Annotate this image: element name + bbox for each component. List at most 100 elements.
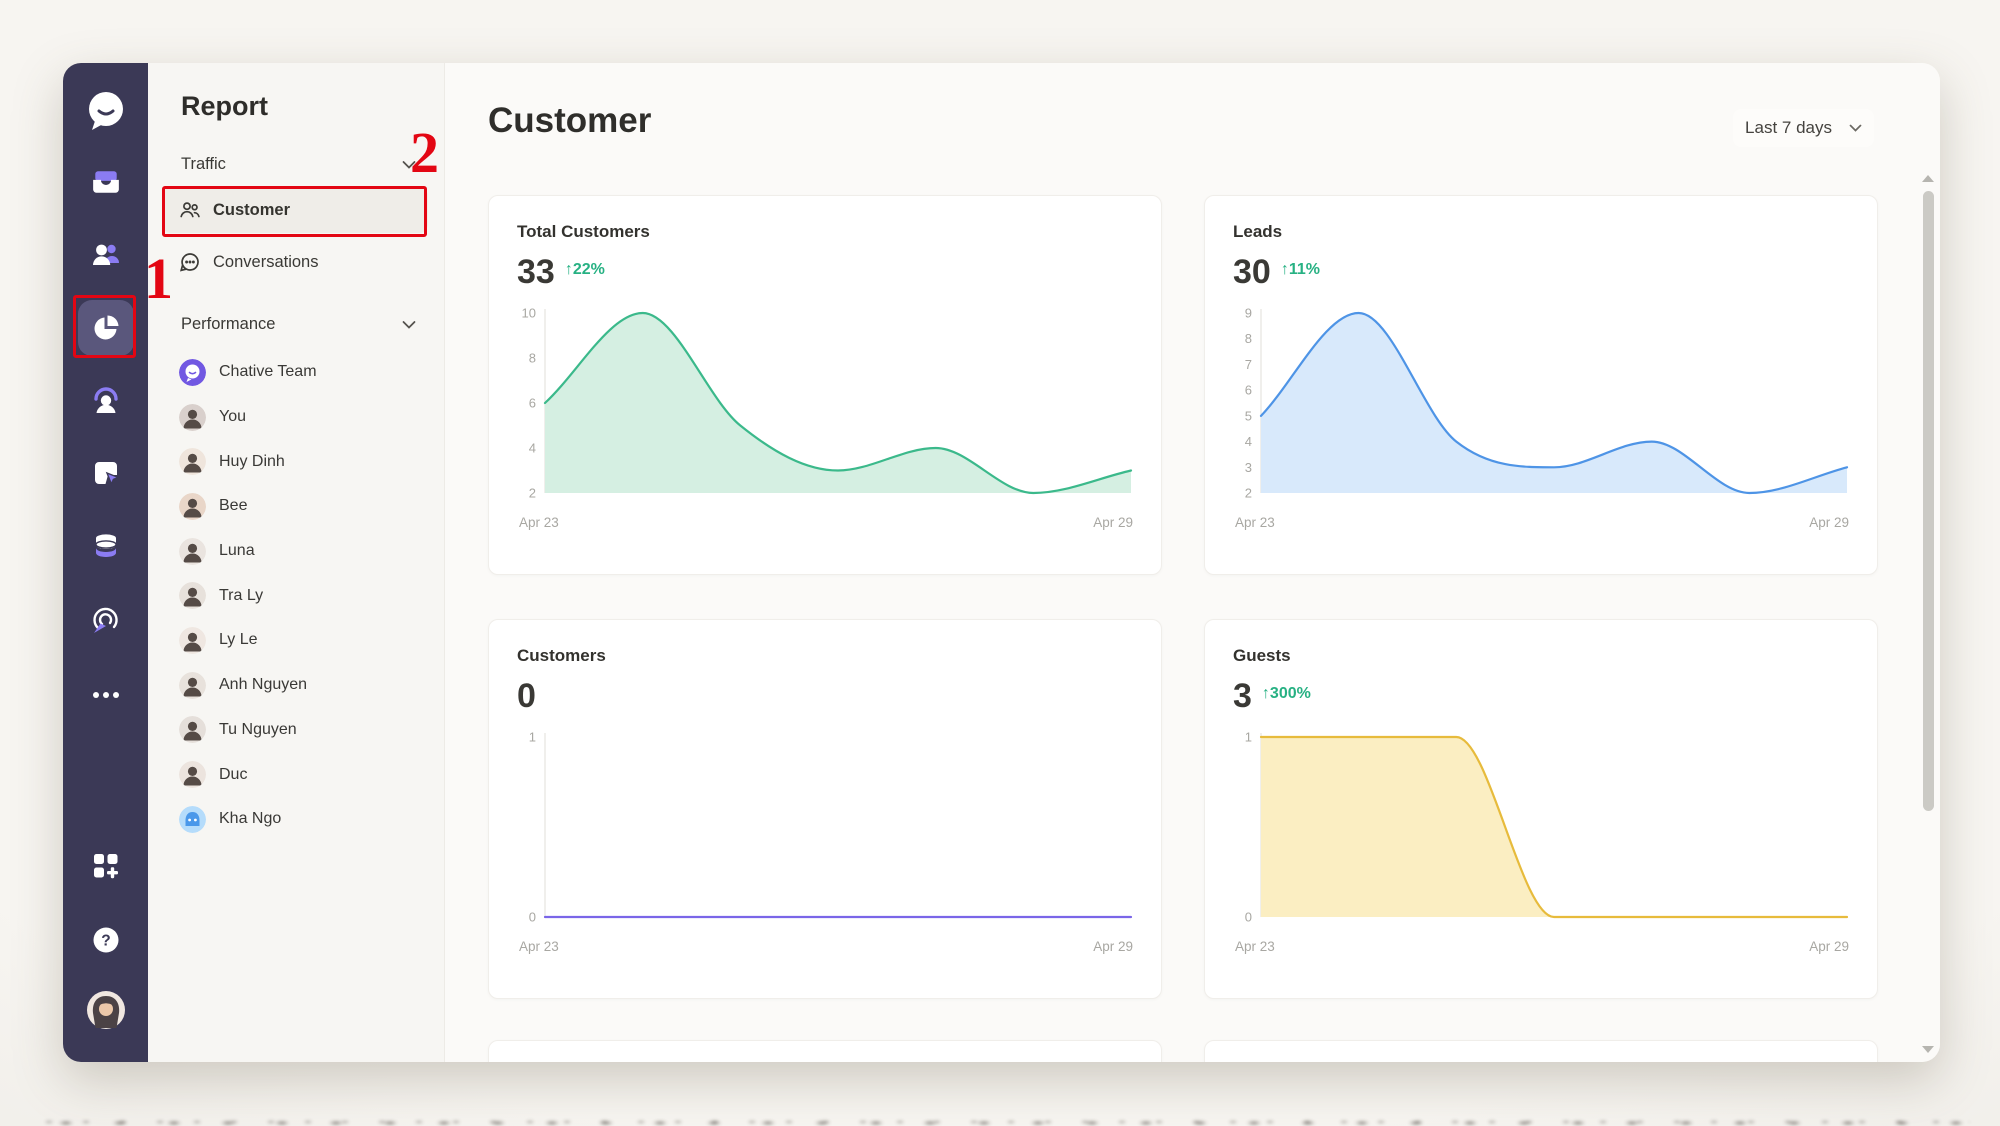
- y-axis-tick: 7: [1245, 357, 1252, 372]
- avatar: [179, 716, 206, 744]
- data-cylinder-icon[interactable]: [91, 531, 121, 561]
- member-item[interactable]: Anh Nguyen: [162, 663, 428, 708]
- member-item[interactable]: Luna: [162, 529, 428, 574]
- nav-item-label: Customer: [213, 200, 291, 219]
- member-name: Kha Ngo: [219, 810, 282, 828]
- section-performance-label: Performance: [181, 315, 276, 333]
- y-axis-tick: 4: [529, 441, 536, 456]
- member-name: Chative Team: [219, 363, 317, 381]
- reports-pie-icon[interactable]: [91, 313, 121, 343]
- x-axis-label-start: Apr 23: [1235, 939, 1275, 954]
- member-item[interactable]: Duc: [162, 752, 428, 797]
- profile-avatar[interactable]: [86, 990, 126, 1030]
- more-dots-icon[interactable]: [92, 691, 120, 699]
- area-chart-guests: 0 1 Apr 23 Apr 29: [1233, 725, 1849, 967]
- member-item[interactable]: Tu Nguyen: [162, 708, 428, 753]
- avatar: [179, 537, 206, 565]
- active-nav-tile: [77, 300, 134, 356]
- report-panel: Report Traffic Customer Conversations Pe…: [148, 63, 445, 1062]
- y-axis-tick: 6: [529, 396, 536, 411]
- chart-area: [545, 313, 1131, 493]
- member-name: Luna: [219, 542, 255, 560]
- section-traffic[interactable]: Traffic: [181, 155, 416, 174]
- avatar: [179, 761, 206, 789]
- y-axis-tick: 2: [529, 486, 536, 501]
- member-name: Bee: [219, 497, 248, 515]
- chart-svg: 2 4 6 8 10 Apr 23 Apr 29: [519, 306, 1133, 531]
- scrollbar[interactable]: [1921, 175, 1935, 1053]
- member-name: You: [219, 408, 246, 426]
- avatar: [179, 403, 206, 431]
- y-axis-tick: 8: [1245, 331, 1252, 346]
- date-range-selector[interactable]: Last 7 days: [1733, 109, 1874, 147]
- automation-disc-icon[interactable]: [91, 605, 121, 635]
- help-question-icon[interactable]: ?: [91, 925, 121, 955]
- section-traffic-label: Traffic: [181, 155, 226, 173]
- support-headset-icon[interactable]: [90, 384, 122, 416]
- card-guests: Guests 3 ↑300% 0 1 Apr 23 Apr 29: [1204, 619, 1878, 999]
- y-axis-tick: 2: [1245, 486, 1252, 501]
- nav-item-label: Conversations: [213, 252, 319, 271]
- y-axis-tick: 1: [1245, 730, 1252, 745]
- widgets-window-icon[interactable]: [91, 458, 121, 488]
- card-value: 0: [517, 677, 536, 715]
- chevron-down-icon: [402, 161, 416, 169]
- member-item[interactable]: Bee: [162, 484, 428, 529]
- contacts-icon[interactable]: [90, 238, 122, 270]
- x-axis-label-start: Apr 23: [519, 939, 559, 954]
- chart-svg: 0 1 Apr 23 Apr 29: [519, 730, 1133, 955]
- nav-item-conversations[interactable]: Conversations: [162, 239, 428, 285]
- avatar: [179, 582, 206, 610]
- scroll-down-arrow[interactable]: [1922, 1046, 1934, 1053]
- member-item[interactable]: Huy Dinh: [162, 439, 428, 484]
- member-item[interactable]: Chative Team: [162, 350, 428, 395]
- chevron-down-icon: [402, 321, 416, 329]
- x-axis-label-end: Apr 29: [1093, 939, 1133, 954]
- card-title: Customers: [517, 646, 606, 665]
- rail-sidebar: ?: [63, 63, 148, 1062]
- x-axis-label-start: Apr 23: [519, 515, 559, 530]
- cropped-content-edge: [40, 1117, 1970, 1126]
- member-name: Anh Nguyen: [219, 676, 308, 694]
- chart-line: [543, 311, 1133, 495]
- page-title: Customer: [488, 101, 652, 140]
- apps-grid-icon[interactable]: [92, 852, 120, 880]
- card-customers: Customers 0 0 1 Apr 23 Apr 29: [488, 619, 1162, 999]
- x-axis-label-end: Apr 29: [1093, 515, 1133, 530]
- y-axis-tick: 8: [529, 351, 536, 366]
- avatar: [179, 492, 206, 520]
- scroll-up-arrow[interactable]: [1922, 175, 1934, 182]
- card-partial: [1204, 1040, 1878, 1062]
- section-performance[interactable]: Performance: [181, 315, 416, 334]
- member-item[interactable]: Kha Ngo: [162, 797, 428, 842]
- y-axis-tick: 0: [529, 910, 536, 925]
- app-window: ? Report Traffic Customer Conversations …: [63, 63, 1940, 1062]
- scrollbar-thumb[interactable]: [1922, 191, 1934, 811]
- x-axis-label-end: Apr 29: [1809, 515, 1849, 530]
- chat-logo-icon[interactable]: [83, 88, 129, 134]
- chevron-down-icon: [1849, 124, 1862, 132]
- avatar: [179, 626, 206, 654]
- chart-line: [1259, 735, 1849, 919]
- panel-title: Report: [181, 91, 268, 121]
- member-name: Duc: [219, 765, 248, 783]
- inbox-icon[interactable]: [91, 167, 121, 197]
- y-axis-tick: 0: [1245, 910, 1252, 925]
- nav-item-customer[interactable]: Customer: [162, 187, 428, 233]
- member-item[interactable]: Ly Le: [162, 618, 428, 663]
- chart-area: [1261, 313, 1847, 493]
- chat-bubble-icon: [180, 253, 199, 272]
- y-axis-tick: 9: [1245, 306, 1252, 321]
- avatar: [179, 358, 206, 386]
- member-item[interactable]: You: [162, 395, 428, 440]
- area-chart-leads: 2 3 4 5 6 7 8 9 Apr 23 Apr 29: [1233, 301, 1849, 543]
- y-axis-tick: 3: [1245, 460, 1252, 475]
- member-name: Tu Nguyen: [219, 720, 297, 738]
- card-total-customers: Total Customers 33 ↑22% 2 4 6 8 10 Apr 23 Apr …: [488, 195, 1162, 575]
- y-axis-tick: 10: [522, 306, 536, 321]
- member-item[interactable]: Tra Ly: [162, 573, 428, 618]
- card-leads: Leads 30 ↑11% 2 3 4 5 6 7 8 9 Apr 23 Apr 29: [1204, 195, 1878, 575]
- people-icon: [180, 202, 200, 218]
- card-title: Total Customers: [517, 222, 650, 241]
